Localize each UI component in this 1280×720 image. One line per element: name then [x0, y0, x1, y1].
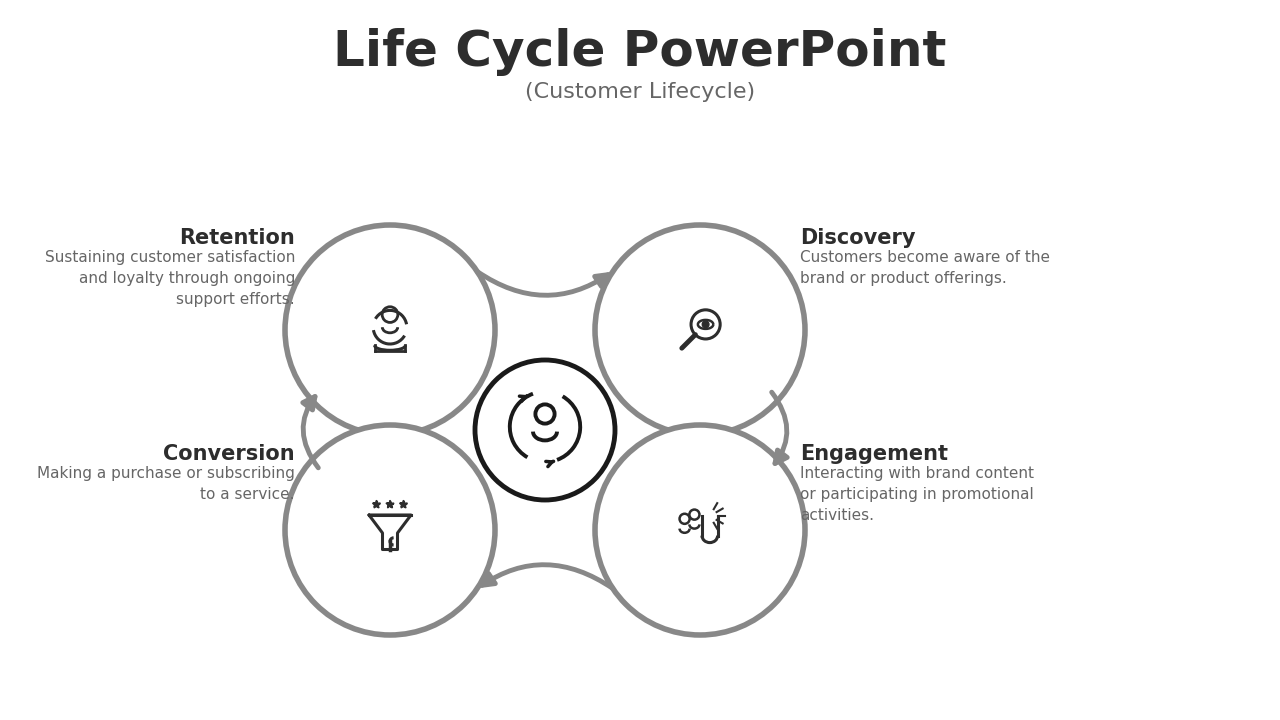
- Text: (Customer Lifecycle): (Customer Lifecycle): [525, 82, 755, 102]
- Text: Making a purchase or subscribing
to a service.: Making a purchase or subscribing to a se…: [37, 466, 294, 502]
- Circle shape: [475, 360, 614, 500]
- Text: Sustaining customer satisfaction
and loyalty through ongoing
support efforts.: Sustaining customer satisfaction and loy…: [45, 250, 294, 307]
- Text: Life Cycle PowerPoint: Life Cycle PowerPoint: [333, 28, 947, 76]
- Text: Retention: Retention: [179, 228, 294, 248]
- Text: Customers become aware of the
brand or product offerings.: Customers become aware of the brand or p…: [800, 250, 1050, 286]
- FancyArrowPatch shape: [481, 564, 613, 588]
- Circle shape: [285, 425, 495, 635]
- Circle shape: [595, 225, 805, 435]
- FancyArrowPatch shape: [477, 271, 608, 295]
- Text: Engagement: Engagement: [800, 444, 948, 464]
- Text: Conversion: Conversion: [164, 444, 294, 464]
- Circle shape: [285, 225, 495, 435]
- FancyArrowPatch shape: [772, 392, 787, 464]
- Text: Interacting with brand content
or participating in promotional
activities.: Interacting with brand content or partic…: [800, 466, 1034, 523]
- Circle shape: [703, 321, 709, 328]
- FancyArrowPatch shape: [303, 397, 319, 468]
- Circle shape: [595, 425, 805, 635]
- Text: Discovery: Discovery: [800, 228, 915, 248]
